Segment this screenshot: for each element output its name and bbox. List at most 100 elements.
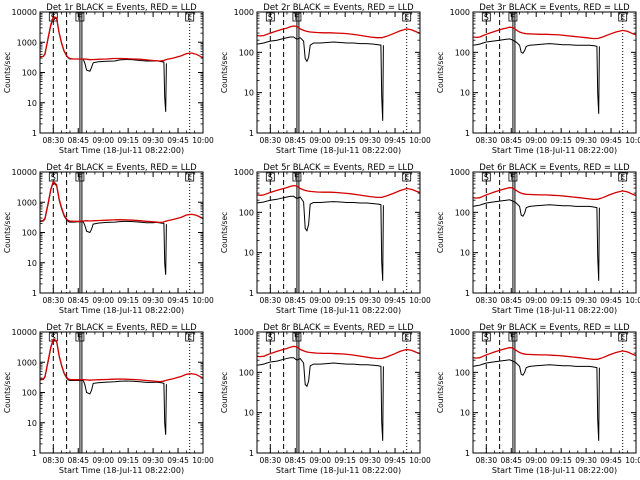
x-tick-label: 08:45 (67, 136, 89, 145)
x-tick-label: 08:45 (284, 136, 306, 145)
x-tick-label: 09:15 (117, 136, 139, 145)
x-tick-label: 09:45 (384, 136, 406, 145)
marker-label: S (268, 333, 273, 342)
y-tick-label: 100 (239, 48, 254, 57)
y-tick-label: 1 (465, 129, 470, 138)
marker-label: F (78, 173, 83, 182)
y-tick-label: 10 (460, 409, 470, 418)
x-tick-label: 09:00 (309, 456, 331, 465)
y-tick-label: 10 (244, 249, 254, 258)
y-tick-label: 1 (465, 449, 470, 458)
y-tick-label: 10 (460, 249, 470, 258)
marker-label: E (404, 13, 409, 22)
marker-label: F (295, 173, 300, 182)
lld-series-line (256, 345, 421, 360)
y-axis-label: Counts/sec (3, 372, 12, 413)
chart-title: Det 4r BLACK = Events, RED = LLD (46, 163, 197, 173)
y-tick-label: 1000 (234, 328, 254, 337)
y-tick-label: 1000 (234, 168, 254, 177)
marker-label: E (187, 13, 192, 22)
x-tick-label: 09:30 (142, 296, 164, 305)
x-tick-label: 08:45 (284, 456, 306, 465)
marker-label: S (484, 13, 489, 22)
y-tick-label: 1 (465, 289, 470, 298)
x-tick-label: 09:15 (117, 456, 139, 465)
plot-frame (256, 11, 421, 134)
x-tick-label: 08:45 (500, 456, 522, 465)
x-axis-label: Start Time (18-Jul-11 08:22:00) (492, 306, 617, 315)
marker-box (292, 172, 302, 182)
y-tick-label: 10000 (12, 168, 37, 177)
y-tick-label: 100 (22, 389, 37, 398)
x-tick-label: 08:30 (259, 296, 281, 305)
chart-title: Det 3r BLACK = Events, RED = LLD (479, 3, 630, 13)
x-tick-label: 08:30 (42, 456, 64, 465)
lld-series-line (472, 346, 637, 360)
y-tick-label: 10000 (12, 328, 37, 337)
chart-title: Det 6r BLACK = Events, RED = LLD (479, 163, 630, 173)
events-series-line (256, 36, 384, 121)
chart-title: Det 5r BLACK = Events, RED = LLD (263, 163, 414, 173)
x-tick-label: 09:30 (575, 136, 597, 145)
x-tick-label: 10:00 (409, 136, 431, 145)
x-tick-label: 10:00 (192, 296, 214, 305)
y-tick-label: 1 (32, 289, 37, 298)
marker-label: F (78, 333, 83, 342)
x-tick-label: 08:30 (259, 456, 281, 465)
x-tick-label: 09:15 (550, 136, 572, 145)
x-tick-label: 10:00 (625, 296, 640, 305)
marker-label: S (51, 173, 56, 182)
chart-title: Det 2r BLACK = Events, RED = LLD (263, 3, 414, 13)
x-tick-label: 09:15 (334, 136, 356, 145)
chart-title: Det 9r BLACK = Events, RED = LLD (479, 323, 630, 333)
y-axis-label: Counts/sec (220, 52, 229, 93)
y-axis-label: Counts/sec (220, 212, 229, 253)
marker-box (75, 12, 85, 22)
x-tick-label: 09:30 (142, 456, 164, 465)
marker-label: F (295, 13, 300, 22)
marker-box (508, 172, 518, 182)
marker-label: E (404, 173, 409, 182)
y-tick-label: 1 (249, 129, 254, 138)
y-tick-label: 100 (455, 208, 470, 217)
plot-frame (472, 331, 637, 454)
x-tick-label: 08:30 (259, 136, 281, 145)
lld-series-line (256, 25, 421, 39)
x-tick-label: 09:00 (525, 136, 547, 145)
plot-frame (472, 11, 637, 134)
events-series-line (472, 38, 600, 114)
events-series-line (472, 359, 600, 441)
marker-box (185, 332, 195, 342)
y-tick-label: 1000 (17, 38, 37, 47)
marker-label: S (268, 173, 273, 182)
lld-series-line (39, 180, 204, 224)
marker-box (618, 332, 628, 342)
y-tick-label: 10 (27, 259, 37, 268)
plot-frame (39, 331, 204, 454)
marker-label: F (511, 173, 516, 182)
y-tick-label: 10 (27, 99, 37, 108)
y-tick-label: 1 (249, 449, 254, 458)
y-tick-label: 1000 (234, 8, 254, 17)
x-tick-label: 09:45 (600, 136, 622, 145)
x-tick-label: 08:30 (475, 456, 497, 465)
x-axis-label: Start Time (18-Jul-11 08:22:00) (276, 146, 401, 155)
x-tick-label: 08:45 (500, 136, 522, 145)
x-tick-label: 09:00 (309, 296, 331, 305)
marker-box (508, 12, 518, 22)
y-tick-label: 100 (22, 229, 37, 238)
plot-frame (39, 171, 204, 294)
x-tick-label: 09:30 (359, 456, 381, 465)
y-tick-label: 10 (27, 419, 37, 428)
y-tick-label: 100 (455, 368, 470, 377)
plot-frame (472, 171, 637, 294)
marker-box (75, 172, 85, 182)
x-tick-label: 09:45 (384, 296, 406, 305)
marker-box (292, 332, 302, 342)
marker-box (618, 172, 628, 182)
